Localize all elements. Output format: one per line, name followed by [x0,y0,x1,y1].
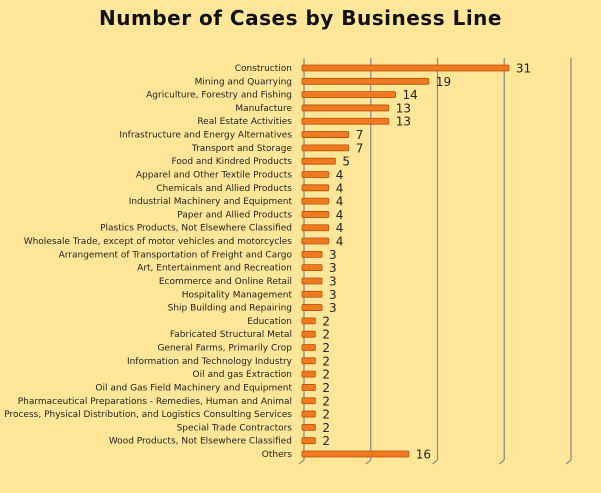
data-label: 2 [322,421,330,435]
category-label: Industrial Machinery and Equipment [129,197,293,207]
bar [301,397,316,405]
category-label: Real Estate Activities [197,117,292,127]
category-label: Wood Products, Not Elsewhere Classified [109,437,292,447]
category-label: Education [247,317,292,327]
category-label: Art, Entertainment and Recreation [137,264,292,274]
data-label: 2 [322,314,330,328]
data-label: 2 [322,408,330,422]
category-label: Oil and Gas Field Machinery and Equipmen… [95,383,292,393]
category-label: Transport and Storage [191,144,293,154]
bar [301,117,390,125]
data-label: 7 [356,141,364,155]
bar [301,144,350,152]
data-label: 4 [336,181,344,195]
category-label: Information and Technology Industry [127,357,293,367]
category-label: Construction [235,64,292,74]
bar [301,250,323,258]
data-label: 4 [336,195,344,209]
category-label: Pharmaceutical Preparations - Remedies, … [18,397,292,407]
category-label: Manufacture [235,104,292,114]
category-label: Infrastructure and Energy Alternatives [119,131,292,141]
category-label: Paper and Allied Products [177,210,292,220]
data-label: 2 [322,394,330,408]
bar [301,197,330,205]
data-label: 4 [336,221,344,235]
bar [301,277,323,285]
category-label: Hospitality Management [182,290,293,300]
category-label: Plastics Products, Not Elsewhere Classif… [100,224,292,234]
category-label: Wholesale Trade, except of motor vehicle… [24,237,293,247]
category-label: Agriculture, Forestry and Fishing [146,91,292,101]
data-label: 2 [322,368,330,382]
bar [301,224,330,232]
bar [301,264,323,272]
category-label: Arrangement of Transportation of Freight… [59,250,293,260]
category-label: General Farms, Primarily Crop [157,344,292,354]
bar [301,290,323,298]
bar [301,304,323,311]
data-label: 4 [336,168,344,182]
bar [301,211,330,218]
chart-title: Number of Cases by Business Line [99,6,502,30]
data-label: 16 [416,448,431,462]
data-label: 14 [402,88,417,102]
bar [301,357,316,365]
bar [301,330,316,338]
gridline-foot [565,459,572,465]
bar [301,184,330,192]
data-label: 2 [322,434,330,448]
bar [301,77,430,85]
category-label: Others [262,450,293,460]
bar [301,91,396,99]
data-label: 3 [329,248,337,262]
bar [301,344,316,351]
gridline-foot [498,459,505,465]
bar [301,317,316,325]
gridline-foot [432,459,438,465]
data-label: 7 [356,128,364,142]
category-label: Process, Physical Distribution, and Logi… [4,410,292,420]
bar [301,131,350,138]
category-label: Apparel and Other Textile Products [136,170,292,180]
data-label: 2 [322,381,330,395]
bar [301,157,336,165]
bar [301,384,316,391]
data-label: 2 [322,341,330,355]
category-label: Mining and Quarrying [195,77,292,87]
data-label: 4 [336,208,344,222]
bar [301,423,316,431]
category-label: Chemicals and Allied Products [156,184,292,194]
data-label: 2 [322,354,330,368]
bar [301,437,316,445]
gridline-foot [298,459,305,465]
data-label: 19 [436,75,451,89]
data-label: 3 [329,274,337,288]
category-label: Fabricated Structural Metal [170,330,292,340]
data-label: 3 [329,261,337,275]
bar [301,450,410,458]
bar [301,171,330,178]
bar [301,64,510,72]
category-label: Food and Kindred Products [171,157,292,167]
data-label: 31 [516,62,531,76]
gridline-foot [365,459,372,465]
bar [301,370,316,378]
category-label: Oil and gas Extraction [193,370,292,380]
data-label: 4 [336,235,344,249]
bar [301,104,390,112]
category-label: Ecommerce and Online Retail [159,277,292,287]
data-label: 3 [329,288,337,302]
data-label: 13 [396,115,411,129]
data-label: 5 [342,155,350,169]
category-label: Special Trade Contractors [177,423,293,433]
bar [301,410,316,418]
category-label: Ship Building and Repairing [168,304,292,314]
data-label: 13 [396,101,411,115]
bar [301,237,330,245]
data-label: 3 [329,301,337,315]
data-label: 2 [322,328,330,342]
